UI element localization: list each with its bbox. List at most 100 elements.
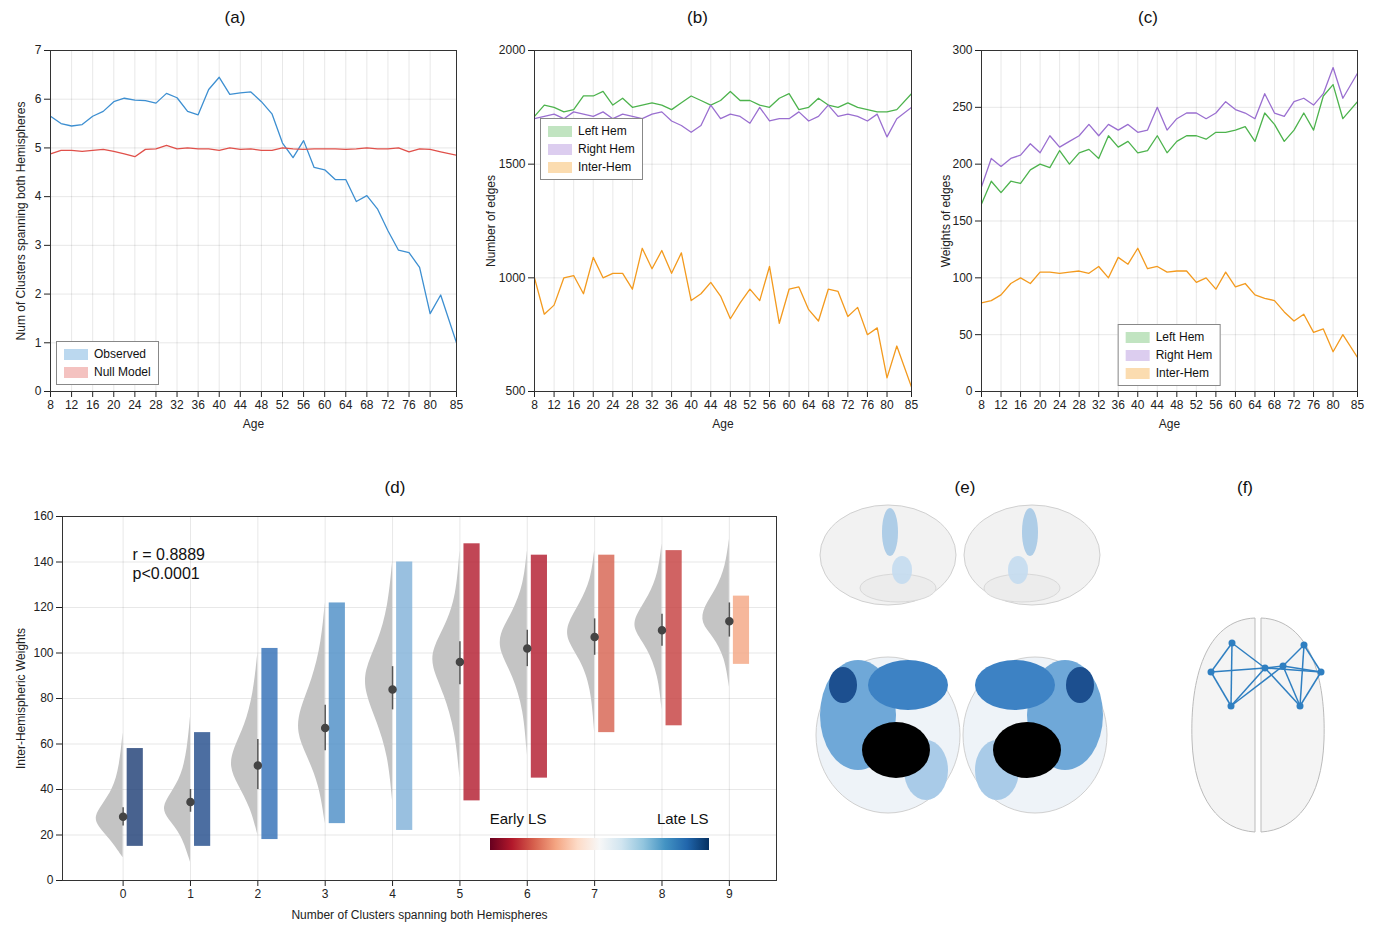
svg-text:32: 32 <box>645 398 659 412</box>
svg-text:1: 1 <box>35 336 42 350</box>
svg-text:0: 0 <box>35 384 42 398</box>
svg-text:r = 0.8889p<0.0001: r = 0.8889p<0.0001 <box>133 546 206 582</box>
svg-text:6: 6 <box>524 887 531 901</box>
svg-text:56: 56 <box>297 398 311 412</box>
svg-text:20: 20 <box>107 398 121 412</box>
svg-text:36: 36 <box>665 398 679 412</box>
svg-text:20: 20 <box>587 398 601 412</box>
svg-text:20: 20 <box>1033 398 1047 412</box>
svg-text:150: 150 <box>952 214 972 228</box>
svg-text:5: 5 <box>35 141 42 155</box>
svg-text:8: 8 <box>659 887 666 901</box>
svg-text:80: 80 <box>880 398 894 412</box>
svg-text:80: 80 <box>423 398 437 412</box>
svg-text:5: 5 <box>457 887 464 901</box>
svg-text:160: 160 <box>33 509 53 523</box>
svg-text:64: 64 <box>1248 398 1262 412</box>
svg-text:48: 48 <box>255 398 269 412</box>
svg-text:8: 8 <box>978 398 985 412</box>
svg-text:80: 80 <box>1326 398 1340 412</box>
svg-text:48: 48 <box>1170 398 1184 412</box>
svg-text:Number of Clusters spanning bo: Number of Clusters spanning both Hemisph… <box>291 908 547 922</box>
svg-text:44: 44 <box>234 398 248 412</box>
svg-text:28: 28 <box>1072 398 1086 412</box>
svg-text:500: 500 <box>505 384 525 398</box>
svg-text:76: 76 <box>402 398 416 412</box>
svg-text:12: 12 <box>994 398 1008 412</box>
svg-text:60: 60 <box>40 737 54 751</box>
svg-text:40: 40 <box>40 782 54 796</box>
svg-text:72: 72 <box>1287 398 1301 412</box>
svg-text:68: 68 <box>822 398 836 412</box>
svg-text:52: 52 <box>276 398 290 412</box>
svg-text:28: 28 <box>149 398 163 412</box>
svg-text:56: 56 <box>1209 398 1223 412</box>
svg-text:8: 8 <box>531 398 538 412</box>
svg-text:16: 16 <box>86 398 100 412</box>
svg-text:2000: 2000 <box>499 43 526 57</box>
svg-text:64: 64 <box>339 398 353 412</box>
svg-text:12: 12 <box>65 398 79 412</box>
svg-text:36: 36 <box>1112 398 1126 412</box>
svg-text:7: 7 <box>35 43 42 57</box>
svg-text:4: 4 <box>389 887 396 901</box>
svg-text:9: 9 <box>726 887 733 901</box>
svg-text:140: 140 <box>33 555 53 569</box>
svg-text:3: 3 <box>35 238 42 252</box>
svg-text:3: 3 <box>322 887 329 901</box>
svg-text:Age: Age <box>1159 417 1181 431</box>
svg-text:60: 60 <box>318 398 332 412</box>
svg-text:0: 0 <box>966 384 973 398</box>
svg-text:48: 48 <box>724 398 738 412</box>
svg-text:1000: 1000 <box>499 271 526 285</box>
svg-text:100: 100 <box>33 646 53 660</box>
svg-text:68: 68 <box>1268 398 1282 412</box>
svg-text:7: 7 <box>591 887 598 901</box>
svg-text:68: 68 <box>360 398 374 412</box>
svg-text:32: 32 <box>1092 398 1106 412</box>
svg-text:40: 40 <box>1131 398 1145 412</box>
svg-text:250: 250 <box>952 100 972 114</box>
svg-text:56: 56 <box>763 398 777 412</box>
svg-text:120: 120 <box>33 600 53 614</box>
svg-text:12: 12 <box>547 398 561 412</box>
svg-text:85: 85 <box>905 398 919 412</box>
svg-text:76: 76 <box>861 398 875 412</box>
svg-text:40: 40 <box>213 398 227 412</box>
svg-text:2: 2 <box>35 287 42 301</box>
svg-text:0: 0 <box>47 873 54 887</box>
svg-text:44: 44 <box>1151 398 1165 412</box>
svg-text:0: 0 <box>120 887 127 901</box>
svg-text:36: 36 <box>191 398 205 412</box>
svg-text:60: 60 <box>1229 398 1243 412</box>
svg-text:80: 80 <box>40 691 54 705</box>
svg-text:32: 32 <box>170 398 184 412</box>
svg-text:60: 60 <box>782 398 796 412</box>
svg-text:100: 100 <box>952 271 972 285</box>
svg-text:52: 52 <box>1190 398 1204 412</box>
svg-text:4: 4 <box>35 189 42 203</box>
svg-text:(f): (f) <box>1237 478 1253 497</box>
svg-text:16: 16 <box>567 398 581 412</box>
svg-text:52: 52 <box>743 398 757 412</box>
svg-text:(e): (e) <box>955 478 976 497</box>
svg-text:20: 20 <box>40 828 54 842</box>
svg-text:24: 24 <box>128 398 142 412</box>
svg-text:76: 76 <box>1307 398 1321 412</box>
svg-text:44: 44 <box>704 398 718 412</box>
svg-text:72: 72 <box>381 398 395 412</box>
svg-text:85: 85 <box>1351 398 1365 412</box>
svg-text:24: 24 <box>1053 398 1067 412</box>
svg-text:28: 28 <box>626 398 640 412</box>
svg-text:2: 2 <box>254 887 261 901</box>
svg-text:72: 72 <box>841 398 855 412</box>
svg-text:Age: Age <box>712 417 734 431</box>
svg-text:50: 50 <box>959 328 973 342</box>
svg-text:6: 6 <box>35 92 42 106</box>
svg-text:85: 85 <box>450 398 464 412</box>
svg-text:Inter-Hemispheric Weights: Inter-Hemispheric Weights <box>14 628 28 769</box>
svg-text:40: 40 <box>684 398 698 412</box>
svg-text:64: 64 <box>802 398 816 412</box>
svg-text:16: 16 <box>1014 398 1028 412</box>
svg-text:Number of edges: Number of edges <box>484 175 498 267</box>
